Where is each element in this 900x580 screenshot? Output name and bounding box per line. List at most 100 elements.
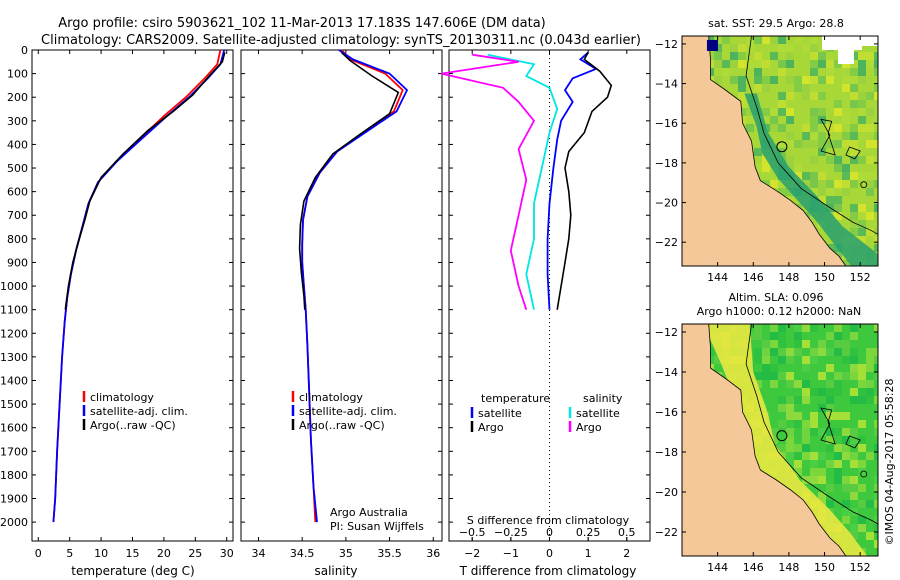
legend-label: Argo(..raw -QC) <box>90 419 176 432</box>
series-line-argo-raw-qc- <box>298 51 400 310</box>
ocean-cell <box>762 356 770 364</box>
ocean-cell <box>786 140 794 148</box>
ocean-cell <box>770 332 778 340</box>
ocean-cell <box>786 412 794 420</box>
ocean-cell <box>842 484 850 492</box>
difference-xlabel: T difference from climatology <box>459 564 637 578</box>
ocean-cell <box>858 372 866 380</box>
ocean-cell <box>810 124 818 132</box>
y-tick-label: 900 <box>7 256 28 269</box>
ocean-cell <box>714 44 722 52</box>
ocean-cell <box>810 388 818 396</box>
ocean-cell <box>834 180 842 188</box>
ocean-cell <box>850 484 858 492</box>
ocean-cell <box>826 156 834 164</box>
ocean-cell <box>850 84 858 92</box>
sst-map-title: sat. SST: 29.5 Argo: 28.8 <box>708 17 844 30</box>
x-tick-label: −1 <box>503 547 519 560</box>
ocean-cell <box>834 348 842 356</box>
ocean-cell <box>834 460 842 468</box>
ocean-cell <box>858 108 866 116</box>
ocean-cell <box>826 76 834 84</box>
s-tick-label: −0.5 <box>459 526 486 539</box>
ocean-cell <box>850 452 858 460</box>
ocean-cell <box>794 460 802 468</box>
ocean-cell <box>730 76 738 84</box>
ocean-cell <box>802 84 810 92</box>
ocean-cell <box>874 92 878 100</box>
series-line-s-argo <box>441 53 536 310</box>
ocean-cell <box>754 148 762 156</box>
ocean-cell <box>802 364 810 372</box>
salinity-annotation-line1: Argo Australia <box>330 506 408 519</box>
ocean-cell <box>810 476 818 484</box>
ocean-cell <box>802 324 810 332</box>
ocean-cell <box>866 156 874 164</box>
ocean-cell <box>786 444 794 452</box>
ocean-cell <box>794 444 802 452</box>
lon-tick-label: 152 <box>850 271 871 284</box>
ocean-cell <box>810 156 818 164</box>
ocean-cell <box>778 124 786 132</box>
ocean-cell <box>722 68 730 76</box>
ocean-cell <box>850 460 858 468</box>
ocean-cell <box>778 444 786 452</box>
ocean-cell <box>786 436 794 444</box>
ocean-cell <box>842 172 850 180</box>
legend-title-temperature: temperature <box>481 392 550 405</box>
lon-tick-label: 148 <box>778 561 799 574</box>
ocean-cell <box>850 132 858 140</box>
ocean-cell <box>866 60 874 68</box>
ocean-cell <box>858 364 866 372</box>
ocean-cell <box>818 492 826 500</box>
temperature-axes-frame <box>31 49 234 542</box>
ocean-cell <box>858 100 866 108</box>
ocean-cell <box>762 36 770 44</box>
ocean-cell <box>826 332 834 340</box>
ocean-cell <box>834 140 842 148</box>
ocean-cell <box>786 404 794 412</box>
ocean-cell <box>858 380 866 388</box>
ocean-cell <box>754 84 762 92</box>
ocean-cell <box>786 164 794 172</box>
ocean-cell <box>818 172 826 180</box>
ocean-cell <box>866 52 874 60</box>
ocean-cell <box>874 540 878 548</box>
ocean-cell <box>858 204 866 212</box>
ocean-cell <box>754 348 762 356</box>
ocean-cell <box>850 148 858 156</box>
ocean-cell <box>850 356 858 364</box>
ocean-cell <box>858 212 866 220</box>
y-tick-label: 0 <box>21 44 28 57</box>
ocean-cell <box>842 84 850 92</box>
ocean-cell <box>754 68 762 76</box>
land-mass <box>682 36 847 266</box>
ocean-cell <box>794 172 802 180</box>
ocean-cell <box>866 388 874 396</box>
ocean-cell <box>810 140 818 148</box>
ocean-cell <box>850 76 858 84</box>
x-tick-label: 20 <box>157 547 171 560</box>
ocean-cell <box>794 348 802 356</box>
ocean-cell <box>850 524 858 532</box>
y-tick-label: 300 <box>7 115 28 128</box>
ocean-cell <box>794 332 802 340</box>
ocean-cell <box>786 428 794 436</box>
ocean-cell <box>842 500 850 508</box>
ocean-cell <box>834 164 842 172</box>
x-tick-label: 25 <box>188 547 202 560</box>
ocean-cell <box>762 164 770 172</box>
ocean-cell <box>778 92 786 100</box>
y-tick-label: 1200 <box>0 327 28 340</box>
ocean-cell <box>858 124 866 132</box>
y-tick-label: 1600 <box>0 422 28 435</box>
legend-label: satellite-adj. clim. <box>90 405 188 418</box>
ocean-cell <box>842 436 850 444</box>
temperature-xlabel: temperature (deg C) <box>71 564 194 578</box>
ocean-cell <box>794 324 802 332</box>
ocean-cell <box>810 52 818 60</box>
ocean-cell <box>722 36 730 44</box>
ocean-cell <box>818 340 826 348</box>
lon-tick-label: 152 <box>850 561 871 574</box>
ocean-cell <box>738 52 746 60</box>
